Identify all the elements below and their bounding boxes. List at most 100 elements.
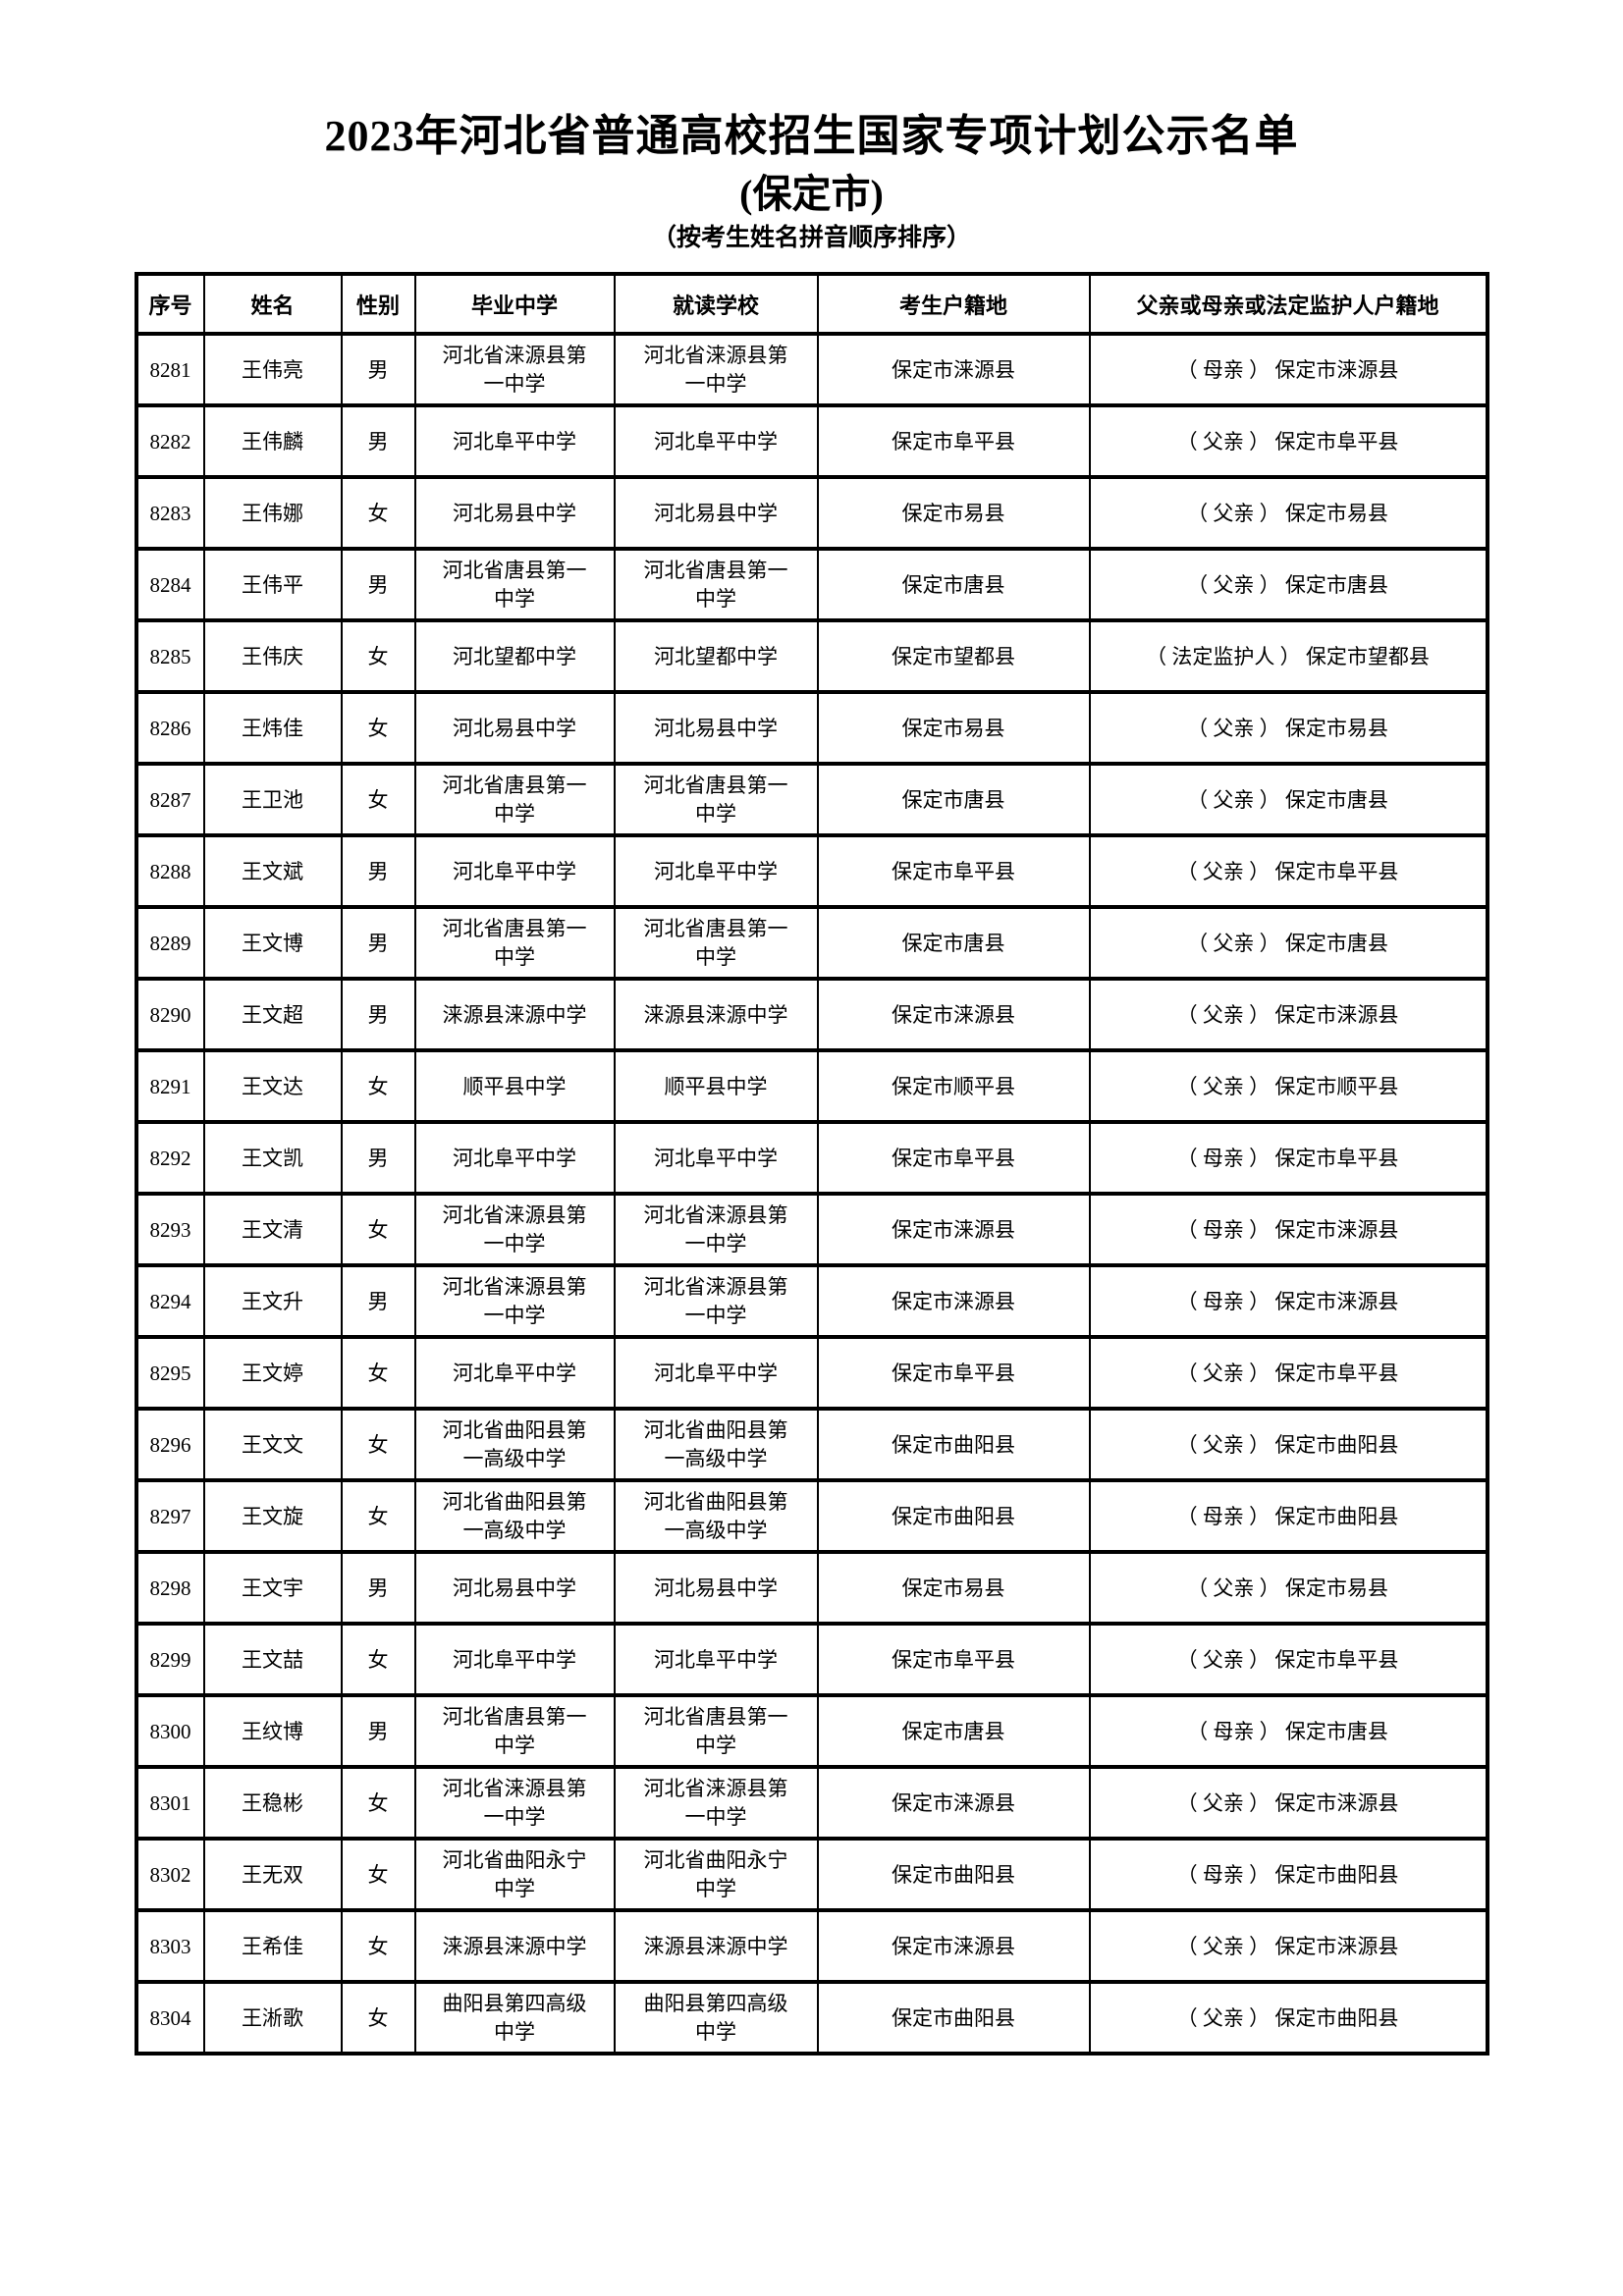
cell-guardian-residence: （ 法定监护人 ） 保定市望都县 xyxy=(1088,618,1488,695)
cell-text: 河北省唐县第一中学 xyxy=(643,558,788,611)
cell-text: 河北望都中学 xyxy=(453,645,576,669)
cell-candidate-residence: 保定市望都县 xyxy=(816,618,1091,695)
cell-candidate-residence: 保定市易县 xyxy=(816,690,1091,767)
table-row: 8292 王文凯 男 河北阜平中学 河北阜平中学 保定市阜平县 （ 母亲 ） 保定市阜平县 xyxy=(135,1120,1488,1197)
cell-text: 河北省唐县第一中学 xyxy=(643,1704,788,1757)
cell-candidate-residence: 保定市阜平县 xyxy=(816,403,1091,480)
table-row: 8301 王稳彬 女 河北省涞源县第一中学 河北省涞源县第一中学 保定市涞源县 （ 父亲 ）… xyxy=(135,1765,1488,1842)
cell-text: 河北阜平中学 xyxy=(453,1362,576,1386)
cell-text: 河北阜平中学 xyxy=(453,1648,576,1673)
cell-attend-school: 河北阜平中学 xyxy=(613,1622,819,1698)
cell-text: 女 xyxy=(367,1863,389,1888)
table-row: 8287 王卫池 女 河北省唐县第一中学 河北省唐县第一中学 保定市唐县 （ 父亲 ） 保定… xyxy=(135,762,1488,838)
cell-text: 王伟亮 xyxy=(242,358,303,383)
cell-seq: 8298 xyxy=(135,1550,205,1627)
cell-gender: 男 xyxy=(340,1120,416,1197)
cell-text: 8286 xyxy=(149,717,191,741)
cell-guardian-residence: （ 父亲 ） 保定市唐县 xyxy=(1088,905,1488,982)
cell-seq: 8284 xyxy=(135,547,205,623)
cell-text: （ 母亲 ） 保定市阜平县 xyxy=(1176,1147,1399,1171)
cell-text: 王文凯 xyxy=(242,1147,303,1171)
cell-graduate-school: 河北省曲阳永宁中学 xyxy=(413,1837,616,1913)
cell-text: 保定市易县 xyxy=(901,1576,1005,1601)
cell-text: 河北省曲阳县第一高级中学 xyxy=(442,1417,587,1470)
cell-text: 河北省曲阳永宁中学 xyxy=(442,1847,587,1900)
cell-guardian-residence: （ 母亲 ） 保定市阜平县 xyxy=(1088,1120,1488,1197)
cell-text: 河北省唐县第一中学 xyxy=(442,558,587,611)
cell-text: 男 xyxy=(367,860,389,884)
cell-gender: 女 xyxy=(340,1407,416,1483)
table-body: 8281 王伟亮男河北省涞源县第一中学 河北省涞源县第一中学 保定市涞源县（ 母亲 ）… xyxy=(135,332,1488,2056)
cell-text: 8292 xyxy=(149,1147,191,1171)
cell-text: 河北阜平中学 xyxy=(453,430,576,454)
cell-text: 曲阳县第四高级中学 xyxy=(643,1991,788,2044)
cell-text: （ 父亲 ） 保定市阜平县 xyxy=(1176,860,1399,884)
cell-text: 涞源县涞源中学 xyxy=(643,1003,788,1028)
cell-text: （ 母亲 ） 保定市涞源县 xyxy=(1176,358,1399,383)
cell-text: 曲阳县第四高级中学 xyxy=(442,1991,587,2044)
sort-note: （按考生姓名拼音顺序排序） xyxy=(651,225,971,252)
cell-seq: 8300 xyxy=(135,1693,205,1770)
page-title: 2023年河北省普通高校招生国家专项计划公示名单 xyxy=(324,112,1299,160)
cell-text: 河北省曲阳县第一高级中学 xyxy=(643,1489,788,1542)
students-table: 序号 姓名 性别 毕业中学 就读学校 考生户籍地 父亲或母亲或法定监护人户籍地 8281 王伟… xyxy=(134,272,1489,2056)
cell-text: （ 父亲 ） 保定市阜平县 xyxy=(1176,1648,1399,1673)
table-row: 8282 王伟麟 男 河北阜平中学 河北阜平中学 保定市阜平县 （ 父亲 ） 保定市阜平县 xyxy=(135,403,1488,480)
cell-text: 保定市曲阳县 xyxy=(892,1863,1015,1888)
cell-guardian-residence: （ 父亲 ） 保定市唐县 xyxy=(1088,762,1488,838)
cell-text: （ 父亲 ） 保定市唐县 xyxy=(1187,788,1388,813)
cell-attend-school: 河北阜平中学 xyxy=(613,403,819,480)
cell-text: 河北省涞源县第一中学 xyxy=(442,1776,587,1829)
cell-text: 女 xyxy=(367,2006,389,2031)
cell-graduate-school: 河北省涞源县第一中学 xyxy=(413,1263,616,1340)
cell-graduate-school: 河北省唐县第一中学 xyxy=(413,547,616,623)
cell-seq: 8287 xyxy=(135,762,205,838)
cell-text: 河北易县中学 xyxy=(453,502,576,526)
cell-text: （ 父亲 ） 保定市涞源县 xyxy=(1176,1003,1399,1028)
cell-candidate-residence: 保定市涞源县 xyxy=(816,1192,1091,1268)
cell-text: （ 母亲 ） 保定市曲阳县 xyxy=(1176,1863,1399,1888)
cell-attend-school: 河北阜平中学 xyxy=(613,1335,819,1412)
header-row: 序号 姓名 性别 毕业中学 就读学校 考生户籍地 父亲或母亲或法定监护人户籍地 xyxy=(135,272,1488,337)
cell-text: 8291 xyxy=(149,1075,191,1099)
cell-name: 王卫池 xyxy=(202,762,343,838)
cell-candidate-residence: 保定市涞源县 xyxy=(816,977,1091,1053)
cell-text: 河北易县中学 xyxy=(654,1576,778,1601)
cell-text: 男 xyxy=(367,1576,389,1601)
cell-text: （ 母亲 ） 保定市涞源县 xyxy=(1176,1290,1399,1314)
cell-text: 河北易县中学 xyxy=(453,1576,576,1601)
table-row: 8286 王炜佳 女 河北易县中学 河北易县中学 保定市易县 （ 父亲 ） 保定市易县 xyxy=(135,690,1488,767)
cell-text: 保定市唐县 xyxy=(901,1720,1005,1744)
cell-attend-school: 河北省唐县第一中学 xyxy=(613,547,819,623)
cell-candidate-residence: 保定市唐县 xyxy=(816,762,1091,838)
cell-name: 王伟平 xyxy=(202,547,343,623)
cell-text: 男 xyxy=(367,573,389,598)
cell-graduate-school: 河北省唐县第一中学 xyxy=(413,762,616,838)
cell-guardian-residence: （ 父亲 ） 保定市阜平县 xyxy=(1088,403,1488,480)
cell-text: 河北省曲阳县第一高级中学 xyxy=(442,1489,587,1542)
cell-text: 8303 xyxy=(149,1935,191,1959)
cell-name: 王文达 xyxy=(202,1048,343,1125)
cell-text: 男 xyxy=(367,1290,389,1314)
cell-text: 保定市唐县 xyxy=(901,788,1005,813)
cell-text: 8304 xyxy=(149,2006,191,2031)
cell-graduate-school: 河北易县中学 xyxy=(413,1550,616,1627)
cell-name: 王伟娜 xyxy=(202,475,343,552)
cell-text: 顺平县中学 xyxy=(462,1075,567,1099)
cell-text: 王文喆 xyxy=(242,1648,303,1673)
cell-seq: 8283 xyxy=(135,475,205,552)
cell-name: 王纹博 xyxy=(202,1693,343,1770)
cell-text: （ 父亲 ） 保定市阜平县 xyxy=(1176,430,1399,454)
cell-text: 保定市阜平县 xyxy=(892,1362,1015,1386)
cell-text: 女 xyxy=(367,502,389,526)
cell-guardian-residence: （ 母亲 ） 保定市涞源县 xyxy=(1088,332,1488,408)
cell-text: 8288 xyxy=(149,860,191,884)
cell-text: 保定市曲阳县 xyxy=(892,2006,1015,2031)
cell-text: 保定市曲阳县 xyxy=(892,1505,1015,1529)
cell-candidate-residence: 保定市阜平县 xyxy=(816,1622,1091,1698)
cell-text: 男 xyxy=(367,1147,389,1171)
cell-text: 女 xyxy=(367,1505,389,1529)
table-row: 8295 王文婷 女 河北阜平中学 河北阜平中学 保定市阜平县 （ 父亲 ） 保定市阜平县 xyxy=(135,1335,1488,1412)
cell-seq: 8289 xyxy=(135,905,205,982)
